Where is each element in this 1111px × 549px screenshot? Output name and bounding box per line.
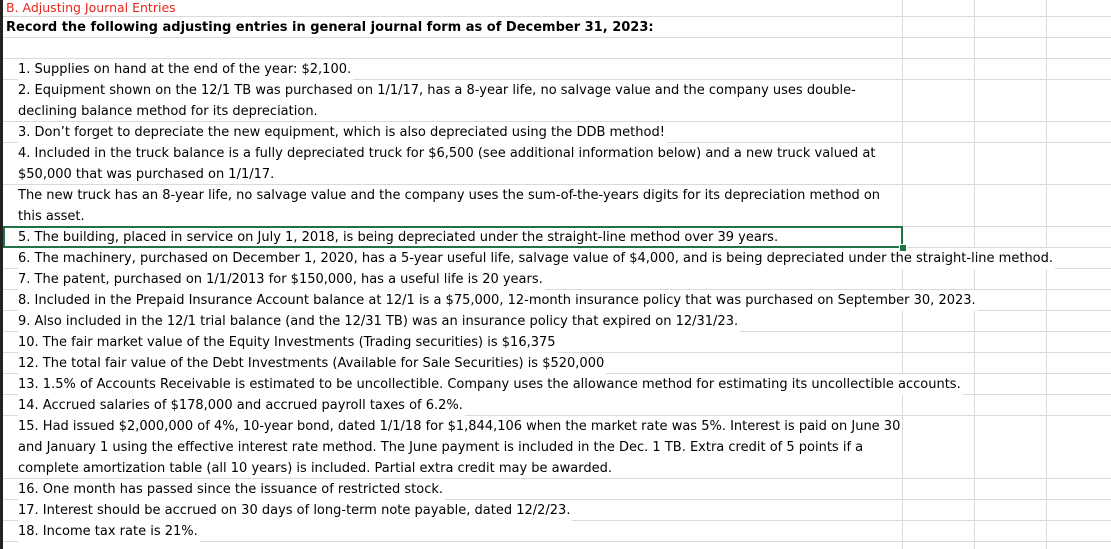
list-item: 14. Accrued salaries of $178,000 and acc…	[18, 395, 465, 416]
sheet-row[interactable]: Record the following adjusting entries i…	[3, 17, 1111, 38]
row-header-edge	[0, 0, 3, 549]
table-row[interactable]: 2. Equipment shown on the 12/1 TB was pu…	[3, 80, 1111, 122]
list-item: The new truck has an 8-year life, no sal…	[18, 188, 881, 224]
list-item: 8. Included in the Prepaid Insurance Acc…	[18, 290, 978, 311]
table-row[interactable]: 4. Included in the truck balance is a fu…	[3, 143, 1111, 185]
table-row[interactable]: 7. The patent, purchased on 1/1/2013 for…	[3, 269, 1111, 290]
table-row[interactable]: 10. The fair market value of the Equity …	[3, 332, 1111, 353]
table-row[interactable]: 13. 1.5% of Accounts Receivable is estim…	[3, 374, 1111, 395]
list-item: 10. The fair market value of the Equity …	[18, 332, 558, 353]
fill-handle[interactable]	[899, 244, 907, 252]
section-title: B. Adjusting Journal Entries	[6, 0, 176, 15]
table-row[interactable]: 5. The building, placed in service on Ju…	[3, 227, 1111, 248]
list-item: 13. 1.5% of Accounts Receivable is estim…	[18, 374, 963, 395]
list-item: 17. Interest should be accrued on 30 day…	[18, 500, 573, 521]
list-item: 3. Don’t forget to depreciate the new eq…	[18, 122, 667, 143]
table-row[interactable]: 15. Had issued $2,000,000 of 4%, 10-year…	[3, 416, 1111, 479]
table-row[interactable]: 16. One month has passed since the issua…	[3, 479, 1111, 500]
list-item: 1. Supplies on hand at the end of the ye…	[18, 59, 354, 80]
list-item: 5. The building, placed in service on Ju…	[18, 227, 781, 248]
list-item: 12. The total fair value of the Debt Inv…	[18, 353, 607, 374]
selected-cell-outline[interactable]	[3, 226, 903, 248]
instruction-text: Record the following adjusting entries i…	[6, 20, 654, 35]
column-gridline	[974, 0, 975, 549]
table-row[interactable]: 14. Accrued salaries of $178,000 and acc…	[3, 395, 1111, 416]
sheet-row-empty[interactable]	[3, 38, 1111, 59]
list-item: 16. One month has passed since the issua…	[18, 479, 446, 500]
column-gridline	[1046, 0, 1047, 549]
list-item: 7. The patent, purchased on 1/1/2013 for…	[18, 269, 545, 290]
list-item: 9. Also included in the 12/1 trial balan…	[18, 311, 741, 332]
table-row[interactable]: 9. Also included in the 12/1 trial balan…	[3, 311, 1111, 332]
list-item: 15. Had issued $2,000,000 of 4%, 10-year…	[18, 419, 901, 476]
table-row[interactable]: 1. Supplies on hand at the end of the ye…	[3, 59, 1111, 80]
table-row[interactable]: 18. Income tax rate is 21%.	[3, 521, 1111, 542]
table-row[interactable]: 17. Interest should be accrued on 30 day…	[3, 500, 1111, 521]
table-row[interactable]: 12. The total fair value of the Debt Inv…	[3, 353, 1111, 374]
sheet-row[interactable]: B. Adjusting Journal Entries	[3, 0, 1111, 17]
column-gridline	[902, 0, 903, 549]
table-row[interactable]: 8. Included in the Prepaid Insurance Acc…	[3, 290, 1111, 311]
table-row[interactable]: 3. Don’t forget to depreciate the new eq…	[3, 122, 1111, 143]
list-item: 6. The machinery, purchased on December …	[18, 248, 1056, 269]
list-item: 2. Equipment shown on the 12/1 TB was pu…	[18, 83, 856, 119]
table-row[interactable]: The new truck has an 8-year life, no sal…	[3, 185, 1111, 227]
list-item: 4. Included in the truck balance is a fu…	[18, 146, 876, 182]
table-row[interactable]: 6. The machinery, purchased on December …	[3, 248, 1111, 269]
list-item: 18. Income tax rate is 21%.	[18, 521, 200, 542]
